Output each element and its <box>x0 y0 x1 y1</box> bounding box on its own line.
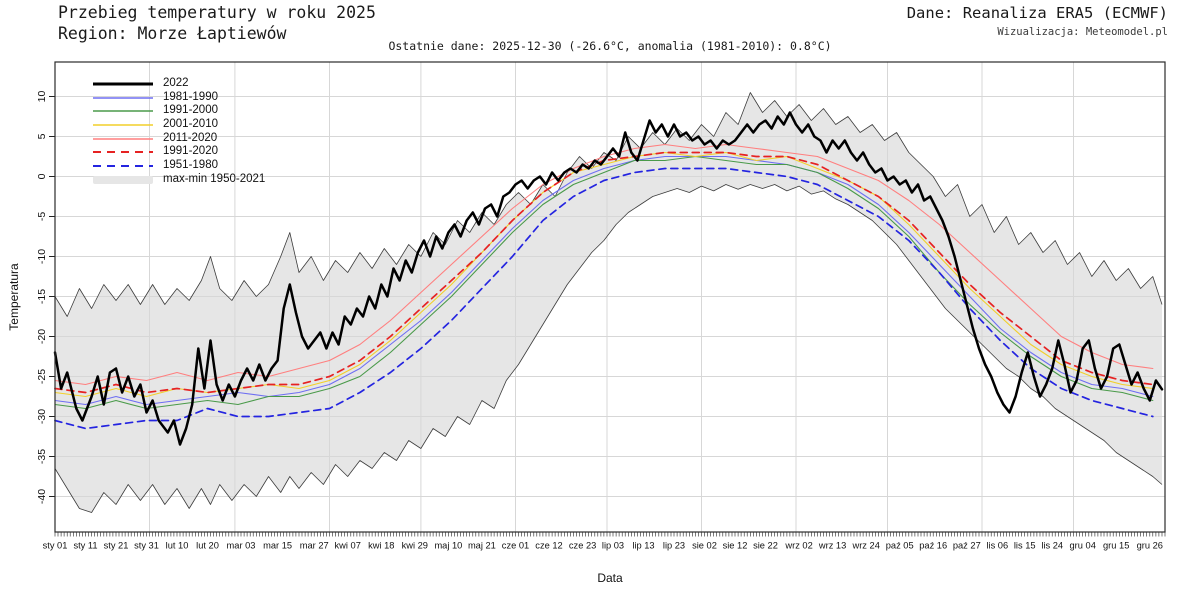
x-tick-label: cze 01 <box>502 541 529 551</box>
series-line-2011-2020 <box>54 143 1154 386</box>
x-tick-label: maj 10 <box>434 541 462 551</box>
x-tick-label: sty 01 <box>43 541 68 551</box>
x-tick-label: mar 27 <box>300 541 329 551</box>
series-line-2022 <box>53 111 1164 446</box>
series-line-1981-1990 <box>54 155 1154 406</box>
x-tick-label: sty 21 <box>104 541 129 551</box>
data-source-label: Dane: Reanaliza ERA5 (ECMWF) <box>906 4 1168 22</box>
y-tick-label: -20 <box>36 329 48 344</box>
x-tick-label: wrz 24 <box>852 541 880 551</box>
band-max-edge <box>54 92 1163 317</box>
y-tick-label: 5 <box>36 133 48 139</box>
x-tick-label: mar 15 <box>263 541 292 551</box>
y-tick-label: -15 <box>36 289 48 304</box>
x-tick-label: wrz 13 <box>818 541 846 551</box>
x-tick-label: kwi 29 <box>402 541 428 551</box>
x-tick-label: cze 23 <box>569 541 596 551</box>
x-tick-label: kwi 18 <box>368 541 394 551</box>
x-tick-label: sie 22 <box>753 541 778 551</box>
x-tick-label: cze 12 <box>535 541 562 551</box>
header-right: Dane: Reanaliza ERA5 (ECMWF) Wizualizacj… <box>907 4 1168 38</box>
y-tick-label: -30 <box>36 409 48 424</box>
x-axis-title: Data <box>597 571 623 585</box>
plot-border <box>54 61 1166 533</box>
series-line-1991-2000 <box>54 155 1154 410</box>
x-tick-label: sty 11 <box>73 541 97 551</box>
x-tick-label: kwi 07 <box>335 541 361 551</box>
visualization-credit: Wizualizacja: Meteomodel.pl <box>997 26 1168 38</box>
x-tick-label: mar 03 <box>227 541 256 551</box>
y-tick-label: -25 <box>36 369 48 384</box>
x-tick-label: lis 24 <box>1041 541 1063 551</box>
y-tick-label: -40 <box>36 489 48 504</box>
x-tick-label: maj 21 <box>468 541 496 551</box>
x-tick-label: gru 04 <box>1070 541 1096 551</box>
x-tick-label: paź 16 <box>919 541 947 551</box>
region-subtitle: Region: Morze Łaptiewów <box>58 24 287 43</box>
x-tick-label: paź 05 <box>886 541 914 551</box>
y-tick-label: -10 <box>36 249 48 264</box>
x-tick-label: sty 31 <box>134 541 159 551</box>
x-tick-label: lip 03 <box>602 541 624 551</box>
x-tick-label: lip 23 <box>663 541 685 551</box>
header-left: Przebieg temperatury w roku 2025 Region:… <box>58 3 376 43</box>
last-data-subtitle: Ostatnie dane: 2025-12-30 (-26.6°C, anom… <box>388 39 832 53</box>
band-min-edge <box>54 184 1163 513</box>
x-tick-label: gru 26 <box>1137 541 1163 551</box>
x-tick-label: lis 15 <box>1014 541 1036 551</box>
x-tick-label: sie 02 <box>692 541 717 551</box>
x-tick-label: wrz 02 <box>784 541 812 551</box>
x-tick-label: lut 20 <box>196 541 219 551</box>
x-tick-label: lut 10 <box>166 541 189 551</box>
y-tick-label: 10 <box>36 91 48 103</box>
x-tick-label: lip 13 <box>632 541 654 551</box>
series-line-1951-1980 <box>54 167 1154 430</box>
x-tick-label: lis 06 <box>986 541 1008 551</box>
x-tick-label: gru 15 <box>1103 541 1129 551</box>
y-tick-label: -35 <box>36 449 48 464</box>
y-tick-label: -5 <box>36 212 48 221</box>
y-axis-title: Temperatura <box>7 263 21 331</box>
x-tick-label: paź 27 <box>953 541 981 551</box>
page-title: Przebieg temperatury w roku 2025 <box>58 3 376 22</box>
y-tick-label: 0 <box>36 173 48 179</box>
x-tick-label: sie 12 <box>723 541 748 551</box>
